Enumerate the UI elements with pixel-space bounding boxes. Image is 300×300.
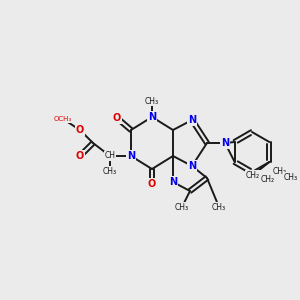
Text: CH₃: CH₃: [284, 172, 298, 182]
Text: N: N: [188, 161, 196, 171]
Text: OCH₃: OCH₃: [54, 116, 72, 122]
Text: CH₂: CH₂: [261, 176, 275, 184]
Text: CH₃: CH₃: [145, 97, 159, 106]
Text: CH₃: CH₃: [103, 167, 117, 176]
Text: CH₃: CH₃: [212, 202, 226, 211]
Text: N: N: [188, 115, 196, 125]
Text: O: O: [76, 151, 84, 161]
Text: N: N: [221, 138, 229, 148]
Text: N: N: [127, 151, 135, 161]
Text: O: O: [76, 125, 84, 135]
Text: CH: CH: [104, 152, 116, 160]
Text: CH₃: CH₃: [175, 202, 189, 211]
Text: O: O: [113, 113, 121, 123]
Text: N: N: [169, 177, 177, 187]
Text: N: N: [148, 112, 156, 122]
Text: CH₂: CH₂: [273, 167, 287, 176]
Text: O: O: [148, 179, 156, 189]
Text: CH₂: CH₂: [246, 170, 260, 179]
